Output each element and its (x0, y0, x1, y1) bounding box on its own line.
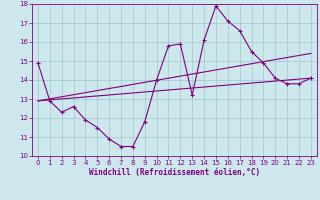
X-axis label: Windchill (Refroidissement éolien,°C): Windchill (Refroidissement éolien,°C) (89, 168, 260, 177)
